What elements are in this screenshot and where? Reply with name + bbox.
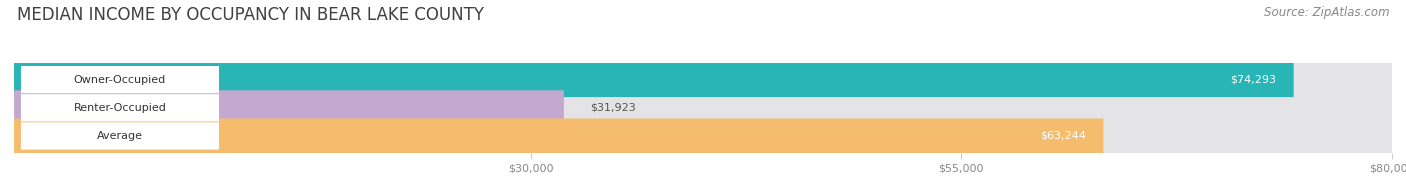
Text: $74,293: $74,293 <box>1230 75 1277 85</box>
FancyBboxPatch shape <box>14 90 564 125</box>
Text: Source: ZipAtlas.com: Source: ZipAtlas.com <box>1264 6 1389 19</box>
Text: MEDIAN INCOME BY OCCUPANCY IN BEAR LAKE COUNTY: MEDIAN INCOME BY OCCUPANCY IN BEAR LAKE … <box>17 6 484 24</box>
Text: Owner-Occupied: Owner-Occupied <box>75 75 166 85</box>
Text: $63,244: $63,244 <box>1040 131 1085 141</box>
FancyBboxPatch shape <box>14 119 1104 153</box>
Text: Average: Average <box>97 131 143 141</box>
Text: $31,923: $31,923 <box>589 103 636 113</box>
FancyBboxPatch shape <box>14 90 1392 125</box>
FancyBboxPatch shape <box>21 122 219 150</box>
FancyBboxPatch shape <box>14 62 1294 97</box>
FancyBboxPatch shape <box>21 94 219 122</box>
Text: Renter-Occupied: Renter-Occupied <box>73 103 166 113</box>
FancyBboxPatch shape <box>14 119 1392 153</box>
FancyBboxPatch shape <box>14 62 1392 97</box>
FancyBboxPatch shape <box>21 66 219 93</box>
